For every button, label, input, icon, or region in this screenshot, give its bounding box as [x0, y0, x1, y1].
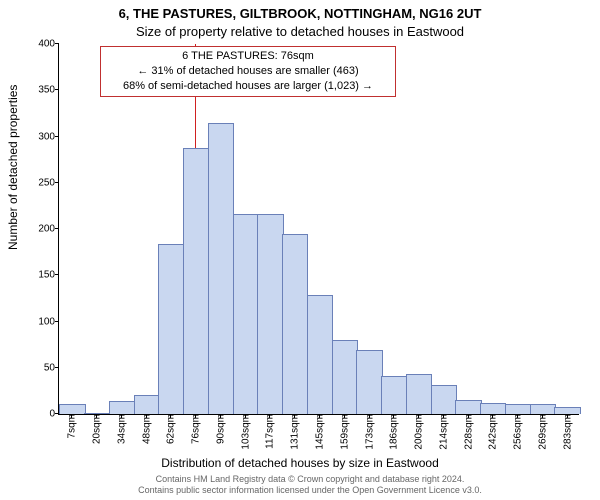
x-tick-label: 145sqm: [313, 414, 326, 450]
x-tick-mark: [567, 414, 568, 418]
histogram-bar: [134, 395, 160, 415]
x-tick-label: 131sqm: [288, 414, 301, 450]
footer-line1: Contains HM Land Registry data © Crown c…: [50, 474, 570, 485]
annotation-line3: 68% of semi-detached houses are larger (…: [107, 79, 389, 94]
y-tick-mark: [55, 43, 59, 44]
x-tick-label: 20sqm: [90, 414, 103, 444]
x-tick-mark: [220, 414, 221, 418]
x-tick-mark: [369, 414, 370, 418]
x-tick-label: 103sqm: [238, 414, 251, 450]
x-tick-mark: [443, 414, 444, 418]
histogram-bar: [530, 404, 556, 414]
x-tick-label: 283sqm: [560, 414, 573, 450]
histogram-bar: [455, 400, 481, 414]
x-tick-mark: [71, 414, 72, 418]
histogram-bar: [356, 350, 382, 414]
x-tick-mark: [344, 414, 345, 418]
title-subtitle: Size of property relative to detached ho…: [0, 24, 600, 39]
y-tick-label: 400: [38, 39, 59, 50]
histogram-bar: [332, 340, 358, 414]
x-tick-mark: [468, 414, 469, 418]
y-tick-mark: [55, 89, 59, 90]
x-tick-label: 48sqm: [139, 414, 152, 444]
x-tick-label: 62sqm: [164, 414, 177, 444]
y-tick-label: 300: [38, 131, 59, 142]
x-tick-mark: [245, 414, 246, 418]
histogram-bar: [505, 404, 531, 414]
x-tick-label: 242sqm: [486, 414, 499, 450]
histogram-bar: [307, 295, 333, 414]
histogram-bar: [431, 385, 457, 414]
x-tick-mark: [294, 414, 295, 418]
histogram-bar: [183, 148, 209, 414]
histogram-bar: [406, 374, 432, 414]
x-tick-label: 117sqm: [263, 414, 276, 449]
histogram-bar: [208, 123, 234, 414]
y-tick-label: 200: [38, 224, 59, 235]
x-tick-mark: [121, 414, 122, 418]
x-tick-label: 214sqm: [436, 414, 449, 450]
footer-line2: Contains public sector information licen…: [50, 485, 570, 496]
x-tick-label: 269sqm: [535, 414, 548, 450]
footer-attribution: Contains HM Land Registry data © Crown c…: [50, 474, 570, 496]
y-tick-mark: [55, 136, 59, 137]
x-tick-label: 228sqm: [461, 414, 474, 450]
y-tick-label: 0: [49, 409, 59, 420]
x-tick-label: 173sqm: [362, 414, 375, 450]
x-tick-label: 76sqm: [189, 414, 202, 444]
x-tick-mark: [96, 414, 97, 418]
y-tick-label: 250: [38, 177, 59, 188]
x-tick-mark: [492, 414, 493, 418]
x-tick-label: 159sqm: [337, 414, 350, 450]
x-tick-mark: [195, 414, 196, 418]
y-tick-mark: [55, 367, 59, 368]
x-tick-mark: [269, 414, 270, 418]
histogram-bar: [233, 214, 259, 414]
histogram-bar: [282, 234, 308, 414]
histogram-bar: [480, 403, 506, 414]
y-tick-label: 100: [38, 316, 59, 327]
histogram-bar: [381, 376, 407, 414]
chart-container: 6, THE PASTURES, GILTBROOK, NOTTINGHAM, …: [0, 0, 600, 500]
histogram-bar: [158, 244, 184, 414]
annotation-line2: ← 31% of detached houses are smaller (46…: [107, 64, 389, 79]
histogram-bar: [257, 214, 283, 414]
x-axis-label: Distribution of detached houses by size …: [0, 456, 600, 470]
x-tick-mark: [319, 414, 320, 418]
y-tick-label: 50: [44, 362, 59, 373]
x-tick-mark: [393, 414, 394, 418]
histogram-bar: [59, 404, 85, 414]
x-tick-mark: [170, 414, 171, 418]
annotation-line1: 6 THE PASTURES: 76sqm: [107, 49, 389, 64]
histogram-bar: [109, 401, 135, 414]
x-tick-label: 34sqm: [114, 414, 127, 444]
x-tick-label: 186sqm: [387, 414, 400, 450]
x-tick-label: 256sqm: [511, 414, 524, 450]
y-tick-label: 350: [38, 85, 59, 96]
x-tick-label: 90sqm: [213, 414, 226, 444]
x-tick-mark: [542, 414, 543, 418]
y-tick-mark: [55, 274, 59, 275]
y-tick-label: 150: [38, 270, 59, 281]
annotation-box: 6 THE PASTURES: 76sqm ← 31% of detached …: [100, 46, 396, 97]
title-address: 6, THE PASTURES, GILTBROOK, NOTTINGHAM, …: [0, 6, 600, 21]
y-tick-mark: [55, 321, 59, 322]
y-axis-label: Number of detached properties: [6, 85, 20, 250]
x-tick-mark: [146, 414, 147, 418]
plot-area: 0501001502002503003504007sqm20sqm34sqm48…: [58, 44, 579, 415]
y-tick-mark: [55, 228, 59, 229]
x-tick-mark: [517, 414, 518, 418]
y-tick-mark: [55, 182, 59, 183]
x-tick-label: 200sqm: [412, 414, 425, 450]
x-tick-mark: [418, 414, 419, 418]
